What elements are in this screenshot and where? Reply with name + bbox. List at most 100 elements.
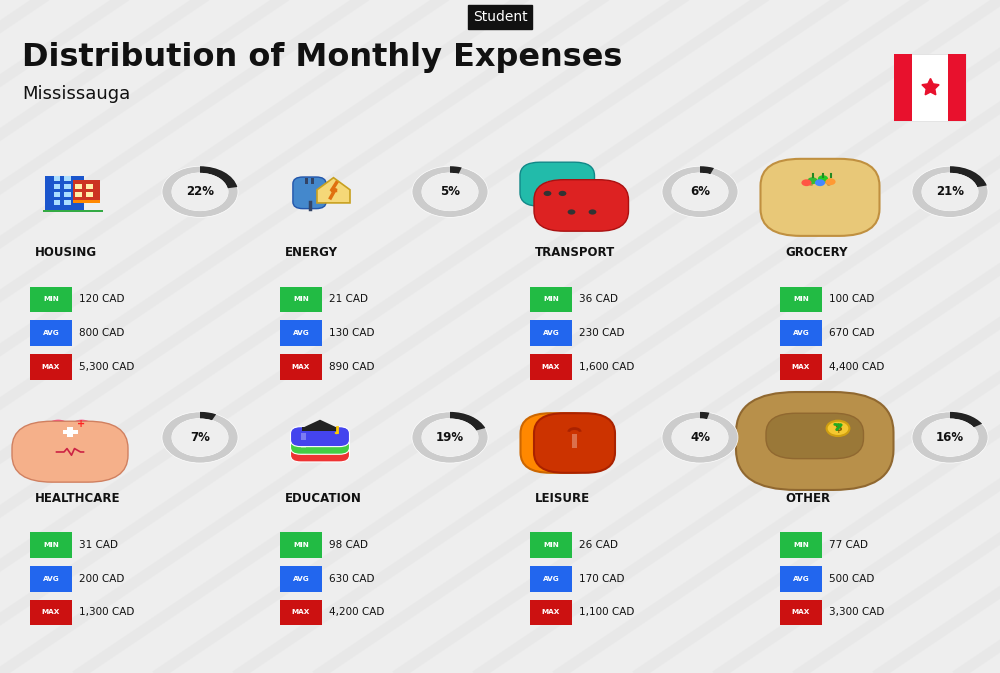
Circle shape: [815, 179, 825, 186]
FancyBboxPatch shape: [280, 566, 322, 592]
Wedge shape: [162, 412, 238, 463]
Text: 890 CAD: 890 CAD: [329, 362, 375, 371]
Circle shape: [335, 432, 338, 434]
Text: ENERGY: ENERGY: [285, 246, 338, 259]
Text: 1,100 CAD: 1,100 CAD: [579, 608, 634, 617]
FancyBboxPatch shape: [761, 159, 880, 236]
FancyBboxPatch shape: [62, 430, 78, 433]
Circle shape: [827, 421, 849, 436]
Text: 7%: 7%: [190, 431, 210, 444]
Text: MAX: MAX: [792, 610, 810, 615]
FancyBboxPatch shape: [530, 287, 572, 312]
FancyBboxPatch shape: [300, 433, 306, 440]
FancyBboxPatch shape: [75, 184, 82, 189]
Wedge shape: [950, 166, 987, 187]
Circle shape: [422, 173, 478, 211]
Text: 120 CAD: 120 CAD: [79, 295, 124, 304]
Text: 6%: 6%: [690, 185, 710, 199]
Text: AVG: AVG: [43, 576, 59, 581]
Wedge shape: [912, 412, 988, 463]
Text: 630 CAD: 630 CAD: [329, 574, 375, 583]
FancyBboxPatch shape: [280, 600, 322, 625]
Text: HOUSING: HOUSING: [35, 246, 97, 259]
Wedge shape: [412, 412, 488, 463]
Text: 100 CAD: 100 CAD: [829, 295, 874, 304]
Text: 170 CAD: 170 CAD: [579, 574, 625, 583]
FancyBboxPatch shape: [530, 566, 572, 592]
FancyBboxPatch shape: [280, 532, 322, 558]
Text: 3,300 CAD: 3,300 CAD: [829, 608, 884, 617]
FancyBboxPatch shape: [45, 176, 84, 210]
FancyBboxPatch shape: [300, 441, 306, 448]
Text: AVG: AVG: [293, 576, 309, 581]
Circle shape: [807, 177, 818, 184]
Text: Distribution of Monthly Expenses: Distribution of Monthly Expenses: [22, 42, 622, 73]
Text: 4%: 4%: [690, 431, 710, 444]
Text: MAX: MAX: [292, 610, 310, 615]
Text: MAX: MAX: [542, 364, 560, 369]
FancyBboxPatch shape: [780, 354, 822, 380]
Text: AVG: AVG: [293, 330, 309, 336]
Text: 500 CAD: 500 CAD: [829, 574, 874, 583]
FancyBboxPatch shape: [534, 180, 629, 232]
Text: Mississauga: Mississauga: [22, 85, 130, 103]
Circle shape: [559, 191, 566, 196]
Text: 19%: 19%: [436, 431, 464, 444]
FancyBboxPatch shape: [736, 392, 894, 490]
Text: 4,200 CAD: 4,200 CAD: [329, 608, 384, 617]
Circle shape: [818, 175, 828, 182]
Text: 98 CAD: 98 CAD: [329, 540, 368, 550]
Text: AVG: AVG: [793, 330, 809, 336]
Text: Student: Student: [473, 10, 527, 24]
FancyBboxPatch shape: [293, 177, 326, 209]
Wedge shape: [162, 166, 238, 217]
FancyBboxPatch shape: [54, 192, 60, 197]
FancyBboxPatch shape: [780, 566, 822, 592]
Wedge shape: [700, 412, 709, 419]
FancyBboxPatch shape: [894, 54, 966, 121]
Wedge shape: [412, 166, 488, 217]
Text: 5,300 CAD: 5,300 CAD: [79, 362, 134, 371]
Circle shape: [589, 209, 596, 215]
FancyBboxPatch shape: [521, 413, 602, 472]
Wedge shape: [662, 412, 738, 463]
Circle shape: [801, 179, 812, 186]
Text: 21%: 21%: [936, 185, 964, 199]
Text: MIN: MIN: [543, 297, 559, 302]
Text: MAX: MAX: [42, 364, 60, 369]
Circle shape: [172, 173, 228, 211]
FancyBboxPatch shape: [30, 320, 72, 346]
FancyBboxPatch shape: [311, 178, 314, 184]
FancyBboxPatch shape: [54, 201, 60, 205]
Text: $: $: [834, 423, 842, 433]
FancyBboxPatch shape: [30, 600, 72, 625]
Text: 31 CAD: 31 CAD: [79, 540, 118, 550]
FancyBboxPatch shape: [280, 354, 322, 380]
Text: MIN: MIN: [793, 542, 809, 548]
Polygon shape: [304, 420, 336, 427]
Text: MAX: MAX: [42, 610, 60, 615]
Text: MIN: MIN: [793, 297, 809, 302]
FancyBboxPatch shape: [64, 184, 71, 189]
FancyBboxPatch shape: [520, 162, 594, 206]
Text: 1,300 CAD: 1,300 CAD: [79, 608, 134, 617]
Text: MIN: MIN: [43, 297, 59, 302]
Circle shape: [922, 173, 978, 211]
FancyBboxPatch shape: [572, 435, 577, 448]
Wedge shape: [450, 412, 485, 431]
Text: 36 CAD: 36 CAD: [579, 295, 618, 304]
FancyBboxPatch shape: [534, 413, 615, 472]
Wedge shape: [450, 166, 462, 174]
Text: HEALTHCARE: HEALTHCARE: [35, 491, 120, 505]
FancyBboxPatch shape: [73, 180, 100, 202]
FancyBboxPatch shape: [30, 566, 72, 592]
Text: MAX: MAX: [542, 610, 560, 615]
FancyBboxPatch shape: [30, 532, 72, 558]
FancyBboxPatch shape: [780, 600, 822, 625]
Circle shape: [568, 209, 575, 215]
Wedge shape: [912, 166, 988, 217]
Circle shape: [922, 419, 978, 456]
Polygon shape: [572, 193, 597, 200]
Text: 230 CAD: 230 CAD: [579, 328, 625, 338]
Wedge shape: [662, 166, 738, 217]
